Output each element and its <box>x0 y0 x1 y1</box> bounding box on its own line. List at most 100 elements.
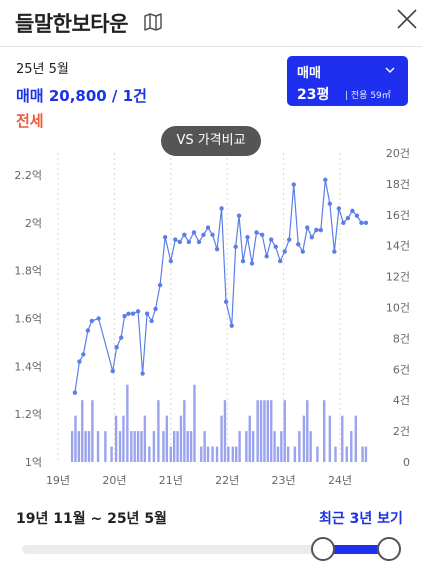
price-point <box>259 232 265 237</box>
volume-bar <box>227 446 230 462</box>
chevron-down-icon <box>385 67 395 73</box>
volume-bar <box>203 431 206 462</box>
price-point <box>110 368 115 374</box>
x-tick-label: 20년 <box>102 474 126 487</box>
volume-bar <box>140 431 143 462</box>
volume-bar <box>283 400 286 462</box>
recent-3-years-button[interactable]: 최근 3년 보기 <box>319 511 403 527</box>
price-point <box>191 230 197 235</box>
volume-bar <box>245 431 248 462</box>
y-right-tick-label: 2건 <box>393 425 410 438</box>
x-tick-label: 22년 <box>215 474 239 487</box>
price-point <box>359 220 364 226</box>
price-point <box>287 237 292 242</box>
x-tick-label: 23년 <box>272 474 296 487</box>
x-tick-label: 21년 <box>159 474 183 487</box>
volume-bar <box>238 431 241 462</box>
sale-summary: 매매 20,800 / 1건 <box>16 87 147 105</box>
volume-bar <box>309 431 312 462</box>
price-chart: 1억 1.2억 1.4억 1.6억 1.8억 2억 2.2억 0 2건 4건 6건 8건 10건 12건 1… <box>14 147 410 487</box>
volume-bar <box>248 415 251 462</box>
volume-bar <box>251 431 255 462</box>
volume-bar <box>266 400 270 462</box>
volume-bar <box>223 400 227 462</box>
jeonse-label[interactable]: 전세 <box>16 112 44 130</box>
volume-bar <box>136 431 140 462</box>
price-point <box>273 244 278 249</box>
price-point <box>149 318 154 324</box>
volume-bar <box>193 384 196 462</box>
price-point <box>282 249 287 254</box>
y-left-tick-label: 2억 <box>25 217 42 230</box>
y-right-tick-label: 6건 <box>393 363 410 376</box>
volume-bar <box>316 446 319 462</box>
volume-bar <box>126 384 129 462</box>
price-point <box>264 254 269 259</box>
volume-bar <box>256 400 259 462</box>
volume-bar <box>148 446 151 462</box>
price-point <box>114 345 119 350</box>
range-start-handle[interactable] <box>310 537 335 561</box>
volume-bar <box>263 400 266 462</box>
price-line <box>74 179 366 393</box>
volume-bar <box>77 431 81 462</box>
y-right-tick-label: 12건 <box>386 271 410 284</box>
volume-bar <box>110 446 113 462</box>
volume-bar <box>157 400 160 462</box>
volume-bar <box>104 431 107 462</box>
price-point <box>89 318 95 324</box>
map-icon[interactable] <box>143 12 163 32</box>
y-left-tick-label: 1억 <box>25 456 42 469</box>
price-point <box>118 335 124 340</box>
volume-bar <box>273 431 276 462</box>
volume-bar <box>259 400 263 462</box>
price-point <box>245 234 250 240</box>
volume-bar <box>341 415 344 462</box>
price-point <box>354 213 360 218</box>
volume-bar <box>189 431 193 462</box>
price-point <box>72 390 78 395</box>
volume-bar <box>133 431 136 462</box>
volume-bar <box>70 431 74 462</box>
volume-bar <box>165 415 169 462</box>
volume-bar <box>122 415 125 462</box>
price-point <box>85 328 91 333</box>
volume-bar <box>298 431 301 462</box>
price-point <box>182 232 187 237</box>
volume-bar <box>200 446 203 462</box>
price-point <box>296 242 301 247</box>
deal-type-label: 매매 <box>297 66 321 81</box>
volume-bar <box>87 431 91 462</box>
volume-bar <box>84 431 87 462</box>
price-point <box>254 230 259 235</box>
volume-bar <box>162 431 165 462</box>
price-point <box>168 258 173 264</box>
volume-bar <box>81 400 84 462</box>
volume-bar <box>143 415 147 462</box>
price-point <box>135 309 141 314</box>
volume-bar <box>176 431 179 462</box>
vs-compare-button[interactable]: VS 가격비교 <box>161 126 261 156</box>
x-tick-label: 19년 <box>46 474 70 487</box>
selected-month: 25년 5월 <box>16 62 69 77</box>
price-point <box>201 232 206 237</box>
volume-bar <box>364 446 368 462</box>
close-icon[interactable] <box>394 6 420 32</box>
y-right-tick-label: 14건 <box>386 240 410 253</box>
area-type-selector[interactable]: 매매 23평 | 전용 59㎡ <box>287 56 408 106</box>
price-point <box>314 227 319 233</box>
price-point <box>210 232 215 237</box>
range-slider-track[interactable] <box>22 545 389 554</box>
y-left-tick-label: 2.2억 <box>14 169 42 182</box>
volume-bar <box>169 446 172 462</box>
price-point <box>229 323 234 328</box>
price-point <box>126 311 131 316</box>
price-point <box>233 244 238 249</box>
volume-bar <box>211 446 214 462</box>
y-left-tick-label: 1.2억 <box>14 408 42 421</box>
price-point <box>336 206 342 211</box>
volume-bar <box>361 446 364 462</box>
page-title: 들말한보타운 <box>15 12 128 36</box>
price-point <box>240 258 246 264</box>
range-end-handle[interactable] <box>377 537 401 561</box>
